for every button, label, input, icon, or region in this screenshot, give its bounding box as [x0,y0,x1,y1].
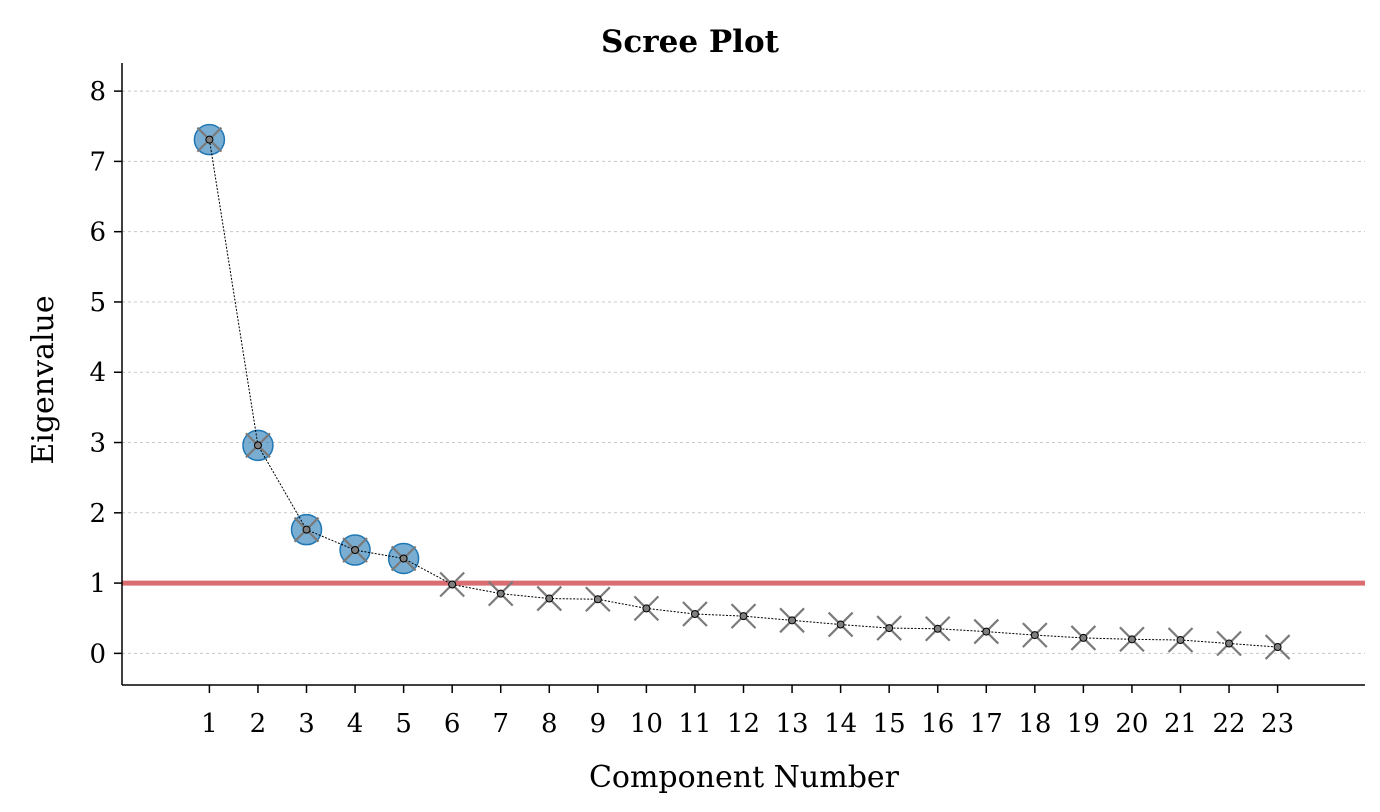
xtick-label-7: 7 [492,709,509,739]
data-point-15 [885,624,894,633]
xtick-label-10: 10 [630,709,663,739]
data-point-21 [1176,636,1185,645]
data-point-14 [836,620,845,629]
y-ticks: 0 1 2 3 4 5 6 7 8 [89,77,122,669]
ytick-label-5: 5 [89,288,106,318]
xtick-label-5: 5 [395,709,412,739]
xtick-label-21: 21 [1164,709,1197,739]
axes [121,63,1365,686]
xtick-label-9: 9 [590,709,607,739]
data-point-17 [982,627,991,636]
xtick-label-8: 8 [541,709,558,739]
ytick-label-6: 6 [89,218,106,248]
series [193,123,1291,660]
xtick-label-2: 2 [250,709,267,739]
ytick-label-3: 3 [89,429,106,459]
ytick-label-8: 8 [89,77,106,107]
xtick-label-6: 6 [444,709,461,739]
data-point-11 [690,610,699,619]
data-point-6 [448,580,457,589]
data-point-4 [351,546,360,555]
xtick-label-17: 17 [970,709,1003,739]
data-point-2 [253,441,262,450]
data-point-22 [1225,639,1234,648]
ytick-label-1: 1 [89,569,106,599]
xtick-label-19: 19 [1067,709,1100,739]
ytick-label-4: 4 [89,358,106,388]
xtick-label-16: 16 [921,709,954,739]
x-axis-label: Component Number [589,760,900,795]
grid-lines [122,90,1365,654]
xtick-label-3: 3 [298,709,315,739]
xtick-label-12: 12 [727,709,760,739]
xtick-label-14: 14 [824,709,857,739]
data-point-19 [1079,633,1088,642]
xtick-label-22: 22 [1213,709,1246,739]
data-point-13 [788,616,797,625]
xtick-label-4: 4 [347,709,364,739]
data-point-12 [739,612,748,621]
data-point-9 [593,595,602,604]
xtick-label-11: 11 [678,709,711,739]
data-point-7 [496,589,505,598]
xtick-label-23: 23 [1261,709,1294,739]
chart-title: Scree Plot [601,24,780,60]
data-point-23 [1273,643,1282,652]
data-point-16 [933,624,942,633]
ytick-label-2: 2 [89,499,106,529]
x-ticks: 1 2 3 4 5 6 7 8 9 10 11 12 13 14 15 16 17 18 19 20 21 22 23 [201,685,1294,739]
y-axis-label: Eigenvalue [26,295,61,464]
xtick-label-13: 13 [776,709,809,739]
ytick-label-7: 7 [89,147,106,177]
series-line [208,139,1278,648]
data-point-8 [545,594,554,603]
data-point-10 [642,604,651,613]
ytick-label-0: 0 [89,639,106,669]
data-point-5 [399,554,408,563]
xtick-label-18: 18 [1018,709,1051,739]
xtick-label-20: 20 [1115,709,1148,739]
data-point-1 [205,135,214,144]
data-point-18 [1030,631,1039,640]
xtick-label-1: 1 [201,709,218,739]
data-point-3 [302,525,311,534]
xtick-label-15: 15 [873,709,906,739]
data-point-20 [1127,635,1136,644]
